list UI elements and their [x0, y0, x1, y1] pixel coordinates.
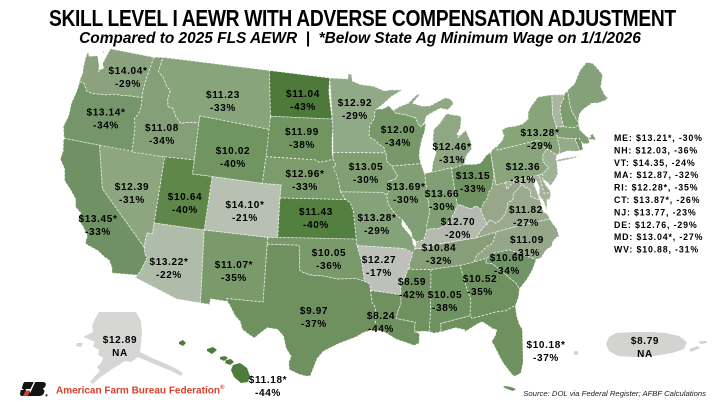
svg-text:-29%: -29% — [364, 226, 390, 237]
svg-text:$12.96*: $12.96* — [285, 169, 324, 180]
svg-text:-29%: -29% — [527, 141, 553, 152]
svg-text:-37%: -37% — [533, 353, 559, 364]
svg-text:-34%: -34% — [149, 136, 175, 147]
svg-text:-33%: -33% — [292, 182, 318, 193]
svg-text:-42%: -42% — [399, 290, 425, 301]
svg-text:$8.24: $8.24 — [367, 311, 395, 322]
svg-text:$13.15: $13.15 — [456, 171, 491, 182]
svg-text:CT: $13.87*, -26%: CT: $13.87*, -26% — [614, 195, 700, 205]
svg-text:$10.05: $10.05 — [428, 290, 463, 301]
svg-text:$13.66: $13.66 — [425, 189, 460, 200]
svg-text:$11.07*: $11.07* — [215, 260, 253, 271]
svg-text:NJ: $13.77, -23%: NJ: $13.77, -23% — [614, 207, 697, 217]
svg-text:MA: $12.87, -32%: MA: $12.87, -32% — [614, 170, 699, 180]
svg-text:$11.43: $11.43 — [299, 207, 333, 218]
svg-text:$11.82: $11.82 — [509, 205, 543, 216]
svg-text:VT: $14.35, -24%: VT: $14.35, -24% — [614, 158, 696, 168]
svg-text:$10.52: $10.52 — [463, 274, 498, 285]
svg-text:$12.46*: $12.46* — [432, 142, 471, 153]
svg-text:-35%: -35% — [221, 273, 247, 284]
svg-text:$11.99: $11.99 — [285, 127, 319, 138]
svg-text:-32%: -32% — [426, 256, 452, 267]
svg-text:-31%: -31% — [119, 195, 145, 206]
svg-text:$9.97: $9.97 — [300, 306, 328, 317]
svg-text:-36%: -36% — [316, 261, 342, 272]
svg-text:-33%: -33% — [210, 103, 236, 114]
svg-text:-37%: -37% — [301, 319, 327, 330]
svg-text:-40%: -40% — [303, 220, 329, 231]
svg-text:$13.28*: $13.28* — [520, 128, 559, 139]
svg-text:$13.69*: $13.69* — [386, 182, 425, 193]
svg-text:$13.22*: $13.22* — [149, 257, 188, 268]
svg-text:-34%: -34% — [494, 266, 520, 277]
svg-text:$8.59: $8.59 — [398, 277, 426, 288]
svg-text:$14.04*: $14.04* — [108, 66, 147, 77]
svg-text:-40%: -40% — [220, 159, 246, 170]
svg-text:WV: $10.88, -31%: WV: $10.88, -31% — [614, 245, 699, 255]
svg-text:-30%: -30% — [393, 195, 419, 206]
svg-text:$13.14*: $13.14* — [86, 108, 125, 119]
svg-text:NH: $12.03, -36%: NH: $12.03, -36% — [614, 145, 698, 155]
svg-text:-33%: -33% — [460, 184, 486, 195]
svg-text:ME: $13.21*, -30%: ME: $13.21*, -30% — [614, 133, 703, 143]
svg-text:-34%: -34% — [93, 121, 119, 132]
svg-text:NA: NA — [112, 348, 128, 359]
svg-text:-30%: -30% — [353, 175, 379, 186]
svg-text:$12.89: $12.89 — [103, 335, 138, 346]
svg-text:-40%: -40% — [172, 205, 198, 216]
svg-text:$12.36: $12.36 — [506, 162, 541, 173]
svg-text:-44%: -44% — [255, 388, 281, 399]
svg-text:$8.79: $8.79 — [631, 336, 659, 347]
svg-text:$11.23: $11.23 — [206, 90, 240, 101]
svg-text:-22%: -22% — [156, 270, 182, 281]
svg-text:$10.18*: $10.18* — [526, 340, 565, 351]
svg-text:-17%: -17% — [366, 268, 392, 279]
svg-text:$11.04: $11.04 — [286, 89, 320, 100]
svg-text:$12.39: $12.39 — [115, 182, 150, 193]
svg-text:$12.92: $12.92 — [338, 98, 373, 109]
svg-text:$11.09: $11.09 — [510, 235, 544, 246]
svg-text:$10.60: $10.60 — [490, 253, 525, 264]
svg-text:-31%: -31% — [439, 155, 465, 166]
svg-text:$11.18*: $11.18* — [249, 375, 287, 386]
svg-text:-34%: -34% — [385, 138, 411, 149]
svg-text:$13.28*: $13.28* — [357, 213, 396, 224]
svg-text:$13.45*: $13.45* — [78, 214, 117, 225]
svg-text:$10.02: $10.02 — [216, 146, 251, 157]
svg-text:-44%: -44% — [368, 324, 394, 335]
svg-text:-33%: -33% — [85, 227, 111, 238]
svg-text:$11.08: $11.08 — [145, 123, 179, 134]
svg-text:-20%: -20% — [445, 230, 471, 241]
svg-text:DE: $12.76, -29%: DE: $12.76, -29% — [614, 220, 698, 230]
svg-text:-21%: -21% — [232, 213, 258, 224]
svg-text:$12.70: $12.70 — [441, 217, 476, 228]
svg-text:NA: NA — [637, 349, 653, 360]
svg-text:RI: $12.28*, -35%: RI: $12.28*, -35% — [614, 183, 698, 193]
svg-text:-38%: -38% — [432, 303, 458, 314]
svg-text:-29%: -29% — [115, 79, 141, 90]
svg-text:$10.05: $10.05 — [312, 248, 347, 259]
svg-text:MD: $13.04*, -27%: MD: $13.04*, -27% — [614, 232, 703, 242]
svg-text:-29%: -29% — [342, 111, 368, 122]
svg-text:-30%: -30% — [429, 202, 455, 213]
svg-text:-31%: -31% — [510, 175, 536, 186]
svg-text:$14.10*: $14.10* — [225, 200, 264, 211]
svg-text:-31%: -31% — [514, 248, 540, 259]
svg-text:$12.27: $12.27 — [362, 255, 397, 266]
svg-text:-27%: -27% — [513, 218, 539, 229]
svg-text:-35%: -35% — [467, 287, 493, 298]
svg-text:$10.84: $10.84 — [422, 243, 457, 254]
svg-text:$10.64: $10.64 — [168, 192, 203, 203]
svg-text:$12.00: $12.00 — [381, 125, 416, 136]
svg-text:$13.05: $13.05 — [349, 162, 384, 173]
svg-text:-38%: -38% — [289, 140, 315, 151]
svg-text:-43%: -43% — [290, 102, 316, 113]
